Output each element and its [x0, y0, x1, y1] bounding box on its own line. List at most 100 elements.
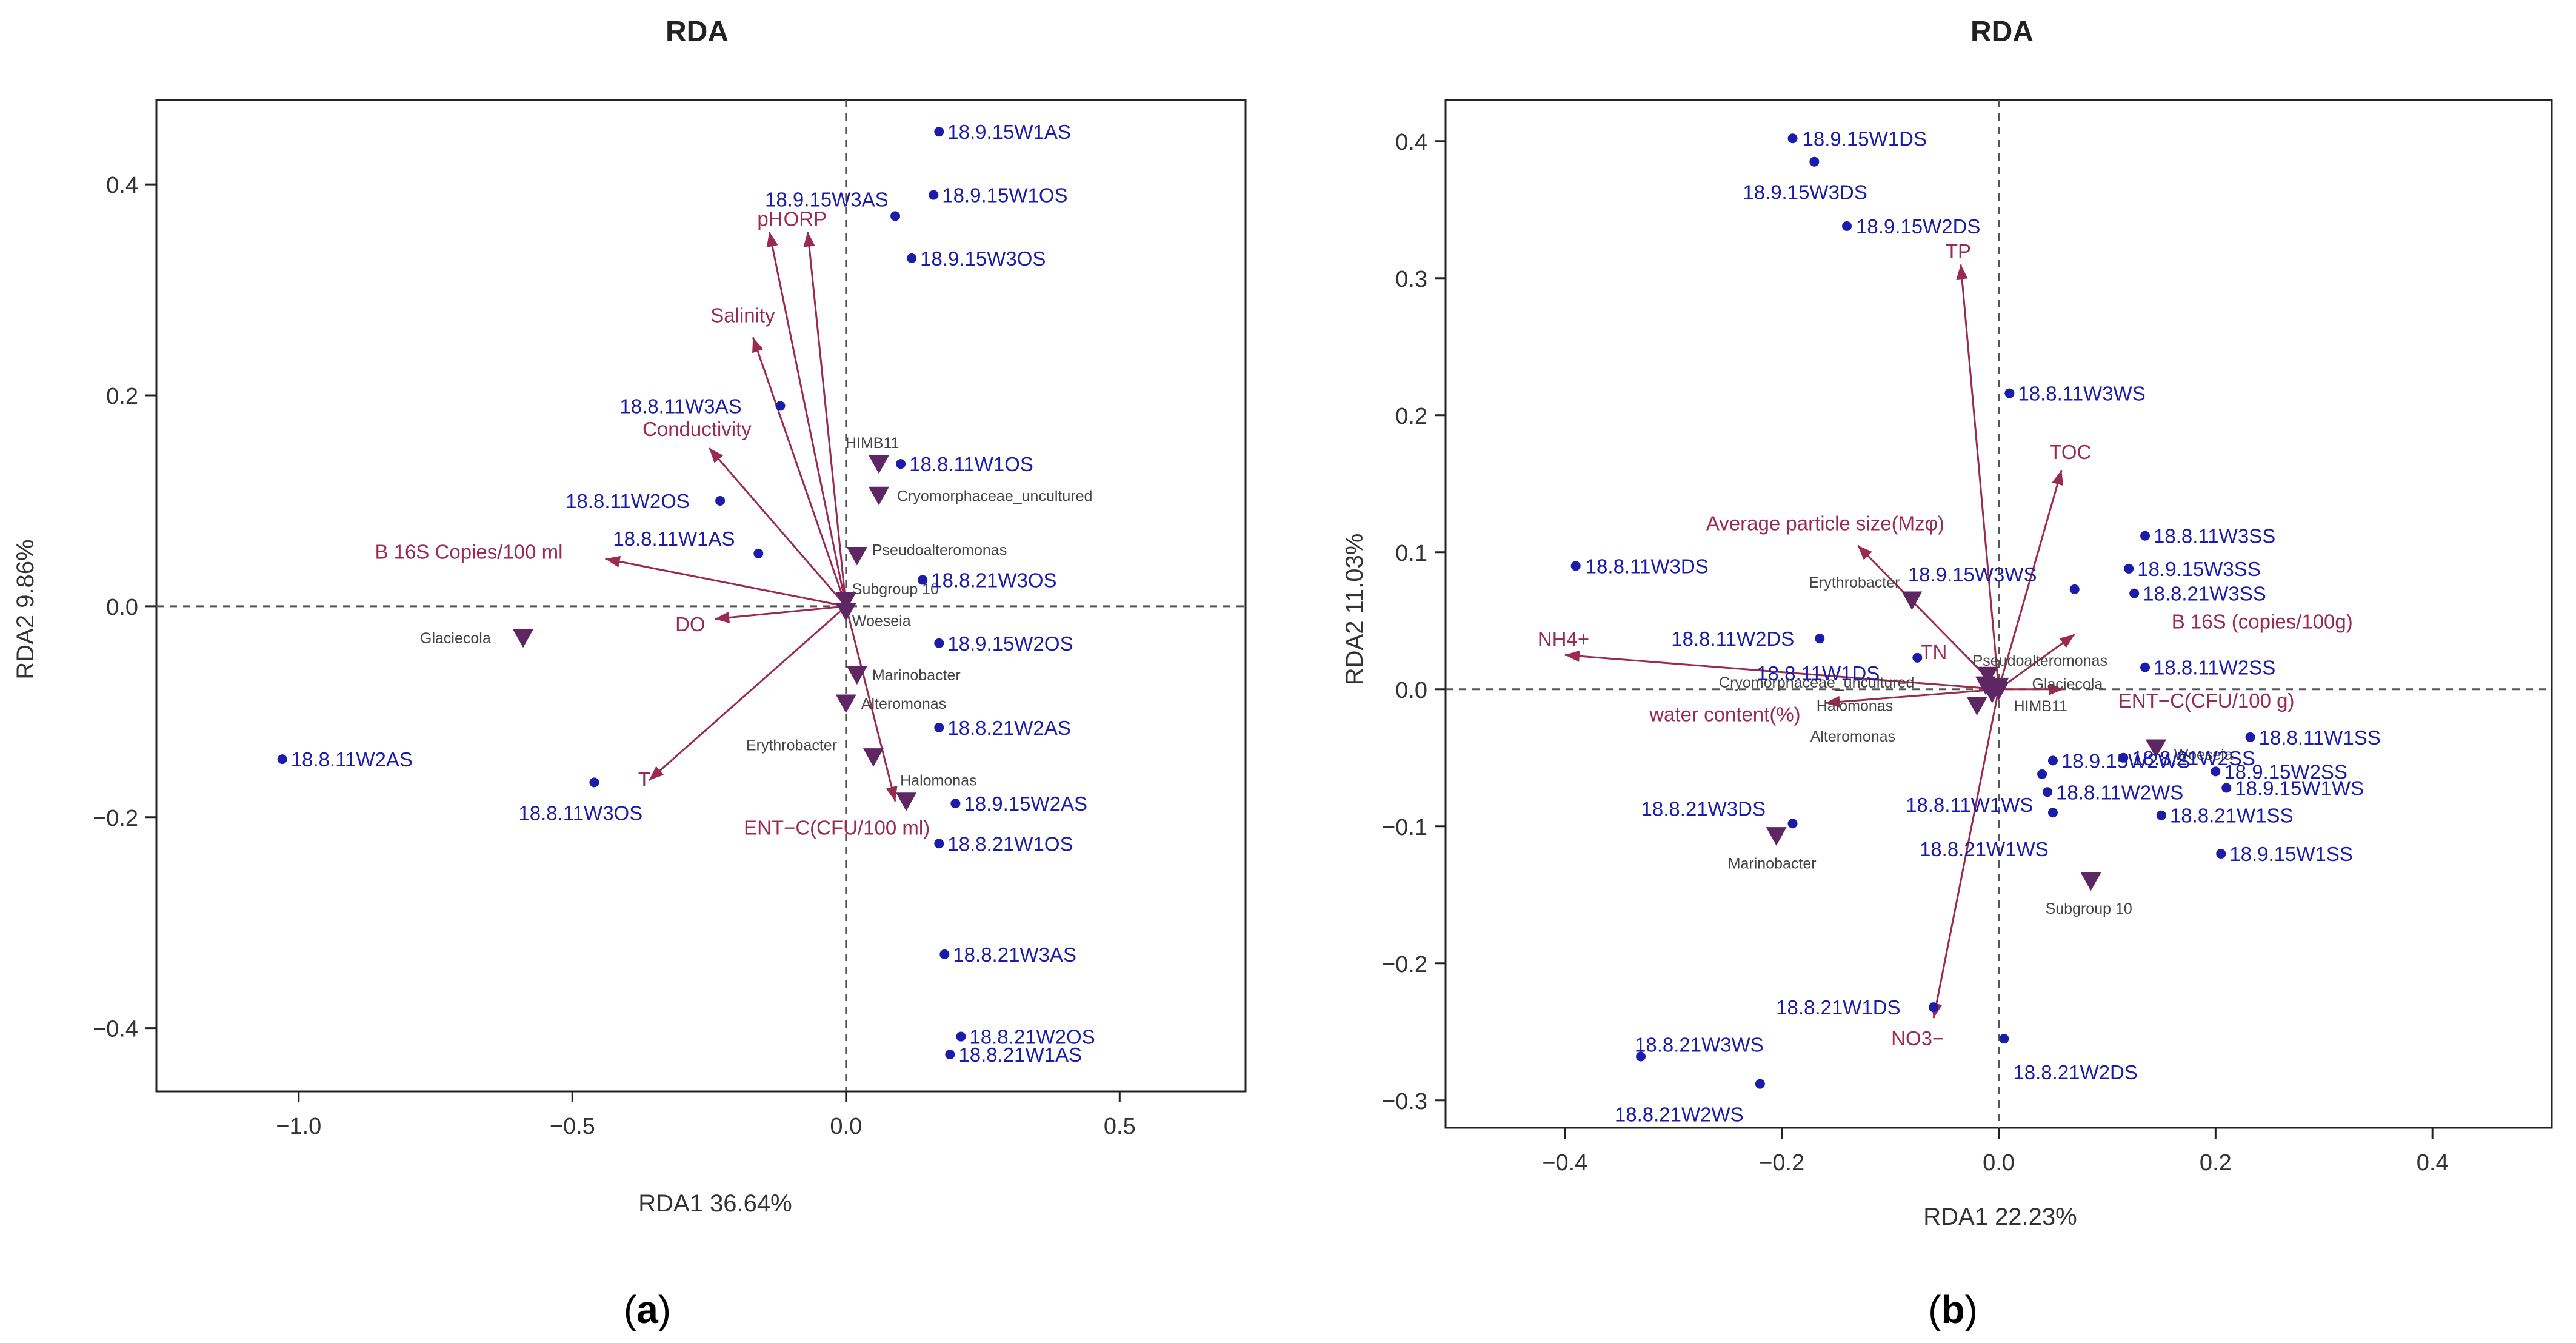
- env-label: TN: [1920, 641, 1947, 663]
- site-point: [929, 190, 939, 200]
- x-tick-label: −1.0: [276, 1114, 321, 1139]
- species-marker: [868, 486, 889, 506]
- env-arrow: [1960, 264, 2000, 689]
- site-point: [715, 495, 726, 506]
- env-arrow-label: T: [638, 768, 650, 791]
- env-arrow: [1857, 544, 2000, 690]
- env-arrowhead: [1564, 650, 1580, 662]
- env-arrow: [1564, 654, 1999, 691]
- site-point: [2047, 755, 2058, 766]
- panel-a: RDA −1.0 −0.5 0.0 0.5 −0.4 −0.2 0.0 0.2 0.4 pH ORP…: [12, 16, 1247, 1331]
- env-arrow-label: ENT−C(CFU/100 ml): [744, 817, 930, 839]
- env-arrowhead: [752, 337, 764, 353]
- site-point: [2037, 769, 2047, 779]
- site-label: 18.9.15W2OS: [947, 632, 1073, 655]
- site-point: [1842, 221, 1852, 231]
- site-label: 18.8.21W2WS: [1615, 1104, 1744, 1126]
- site-point: [1809, 156, 1820, 167]
- species-marker: [835, 603, 856, 621]
- y-tick-label: −0.1: [1382, 815, 1427, 840]
- env-arrow-label: pH: [757, 207, 782, 230]
- site-point: [2156, 810, 2166, 820]
- panel-b-ylabel: RDA2 11.03%: [1341, 534, 1368, 686]
- site-label: 18.9.15W1WS: [2235, 777, 2364, 800]
- site-point: [2221, 783, 2232, 793]
- site-point: [2129, 588, 2140, 598]
- species-label: Pseudoalteromonas: [872, 541, 1007, 558]
- site-point: [2245, 732, 2255, 742]
- y-tick-label: 0.0: [106, 595, 138, 620]
- site-point: [896, 459, 906, 469]
- site-label: 18.9.15W3OS: [920, 247, 1046, 270]
- site-point: [2211, 766, 2221, 777]
- site-label: 18.9.15W2SS: [2224, 760, 2347, 783]
- env-arrowhead: [1825, 695, 1841, 708]
- site-label: 18.9.15W1OS: [942, 184, 1067, 207]
- panel-a-caption: (a): [624, 1288, 671, 1331]
- env-arrow: [1998, 634, 2075, 691]
- site-label: 18.8.11W1DS: [1757, 662, 1880, 685]
- site-label: 18.8.11W3SS: [2154, 525, 2275, 548]
- x-tick-label: 0.0: [1983, 1150, 2015, 1176]
- panel-a-caption-letter: a: [636, 1288, 658, 1331]
- site-point: [775, 401, 786, 411]
- site-point: [2216, 849, 2226, 859]
- species-label: Erythrobacter: [1809, 574, 1900, 591]
- x-tick-label: −0.4: [1542, 1150, 1587, 1176]
- site-label: 18.8.21W3AS: [953, 943, 1076, 966]
- env-arrowhead: [886, 785, 898, 802]
- site-point: [890, 211, 901, 221]
- env-arrow: [714, 605, 846, 620]
- site-point: [956, 1031, 966, 1042]
- site-point: [2140, 531, 2151, 541]
- y-tick-label: 0.0: [1395, 678, 1427, 703]
- x-tick-label: −0.2: [1759, 1150, 1804, 1176]
- site-point: [1787, 819, 1798, 829]
- site-label: 18.8.21W3WS: [1635, 1033, 1764, 1056]
- site-point: [939, 949, 950, 959]
- species-label: HIMB11: [846, 435, 899, 452]
- species-label: Alteromonas: [1810, 728, 1895, 745]
- species-marker: [1766, 827, 1787, 846]
- species-label: Halomonas: [1817, 698, 1893, 715]
- species-marker: [2080, 872, 2101, 891]
- species-label: Marinobacter: [872, 667, 961, 684]
- y-tick-label: 0.1: [1395, 541, 1427, 566]
- species-label: Erythrobacter: [746, 737, 837, 754]
- site-point: [1636, 1051, 1646, 1062]
- env-arrowhead: [649, 766, 664, 780]
- panel-a-ylabel: RDA2 9.86%: [12, 539, 39, 679]
- species-label: Halomonas: [900, 772, 976, 789]
- species-label: Subgroup 10: [2046, 900, 2132, 917]
- site-label: 18.8.21W1DS: [1776, 996, 1900, 1019]
- x-tick-label: 0.2: [2200, 1150, 2232, 1176]
- env-arrow: [708, 447, 847, 607]
- site-point: [907, 253, 917, 263]
- env-arrow-label: B 16S (copies/100g): [2172, 610, 2353, 632]
- site-point: [1815, 634, 1825, 644]
- species-label: Glaciecola: [2032, 675, 2103, 692]
- env-arrow-label: Salinity: [710, 304, 775, 326]
- env-arrowhead: [803, 232, 815, 247]
- x-tick-label: 0.5: [1104, 1114, 1136, 1139]
- site-point: [2043, 787, 2053, 797]
- site-label: 18.8.21W1AS: [958, 1043, 1082, 1066]
- panel-b-xlabel: RDA1 22.23%: [1923, 1204, 2077, 1230]
- env-arrowhead: [715, 611, 730, 624]
- site-point: [2118, 752, 2129, 763]
- site-point: [589, 777, 599, 788]
- site-point: [2069, 584, 2080, 594]
- site-label: 18.9.15W1AS: [947, 121, 1071, 143]
- site-label: 18.8.11W3WS: [2018, 383, 2145, 405]
- species-marker: [846, 666, 867, 685]
- species-marker: [2145, 739, 2166, 759]
- panel-a-title: RDA: [666, 16, 729, 48]
- species-marker: [1901, 591, 1923, 611]
- site-label: 18.9.15W1SS: [2229, 843, 2353, 865]
- site-point: [277, 754, 287, 765]
- species-label: Cryomorphaceae_uncultured: [897, 487, 1092, 504]
- env-arrow-label: NH4+: [1538, 628, 1589, 650]
- site-label: 18.8.11W2AS: [291, 748, 413, 771]
- site-label: 18.8.21W3SS: [2143, 583, 2266, 605]
- site-point: [1912, 652, 1923, 663]
